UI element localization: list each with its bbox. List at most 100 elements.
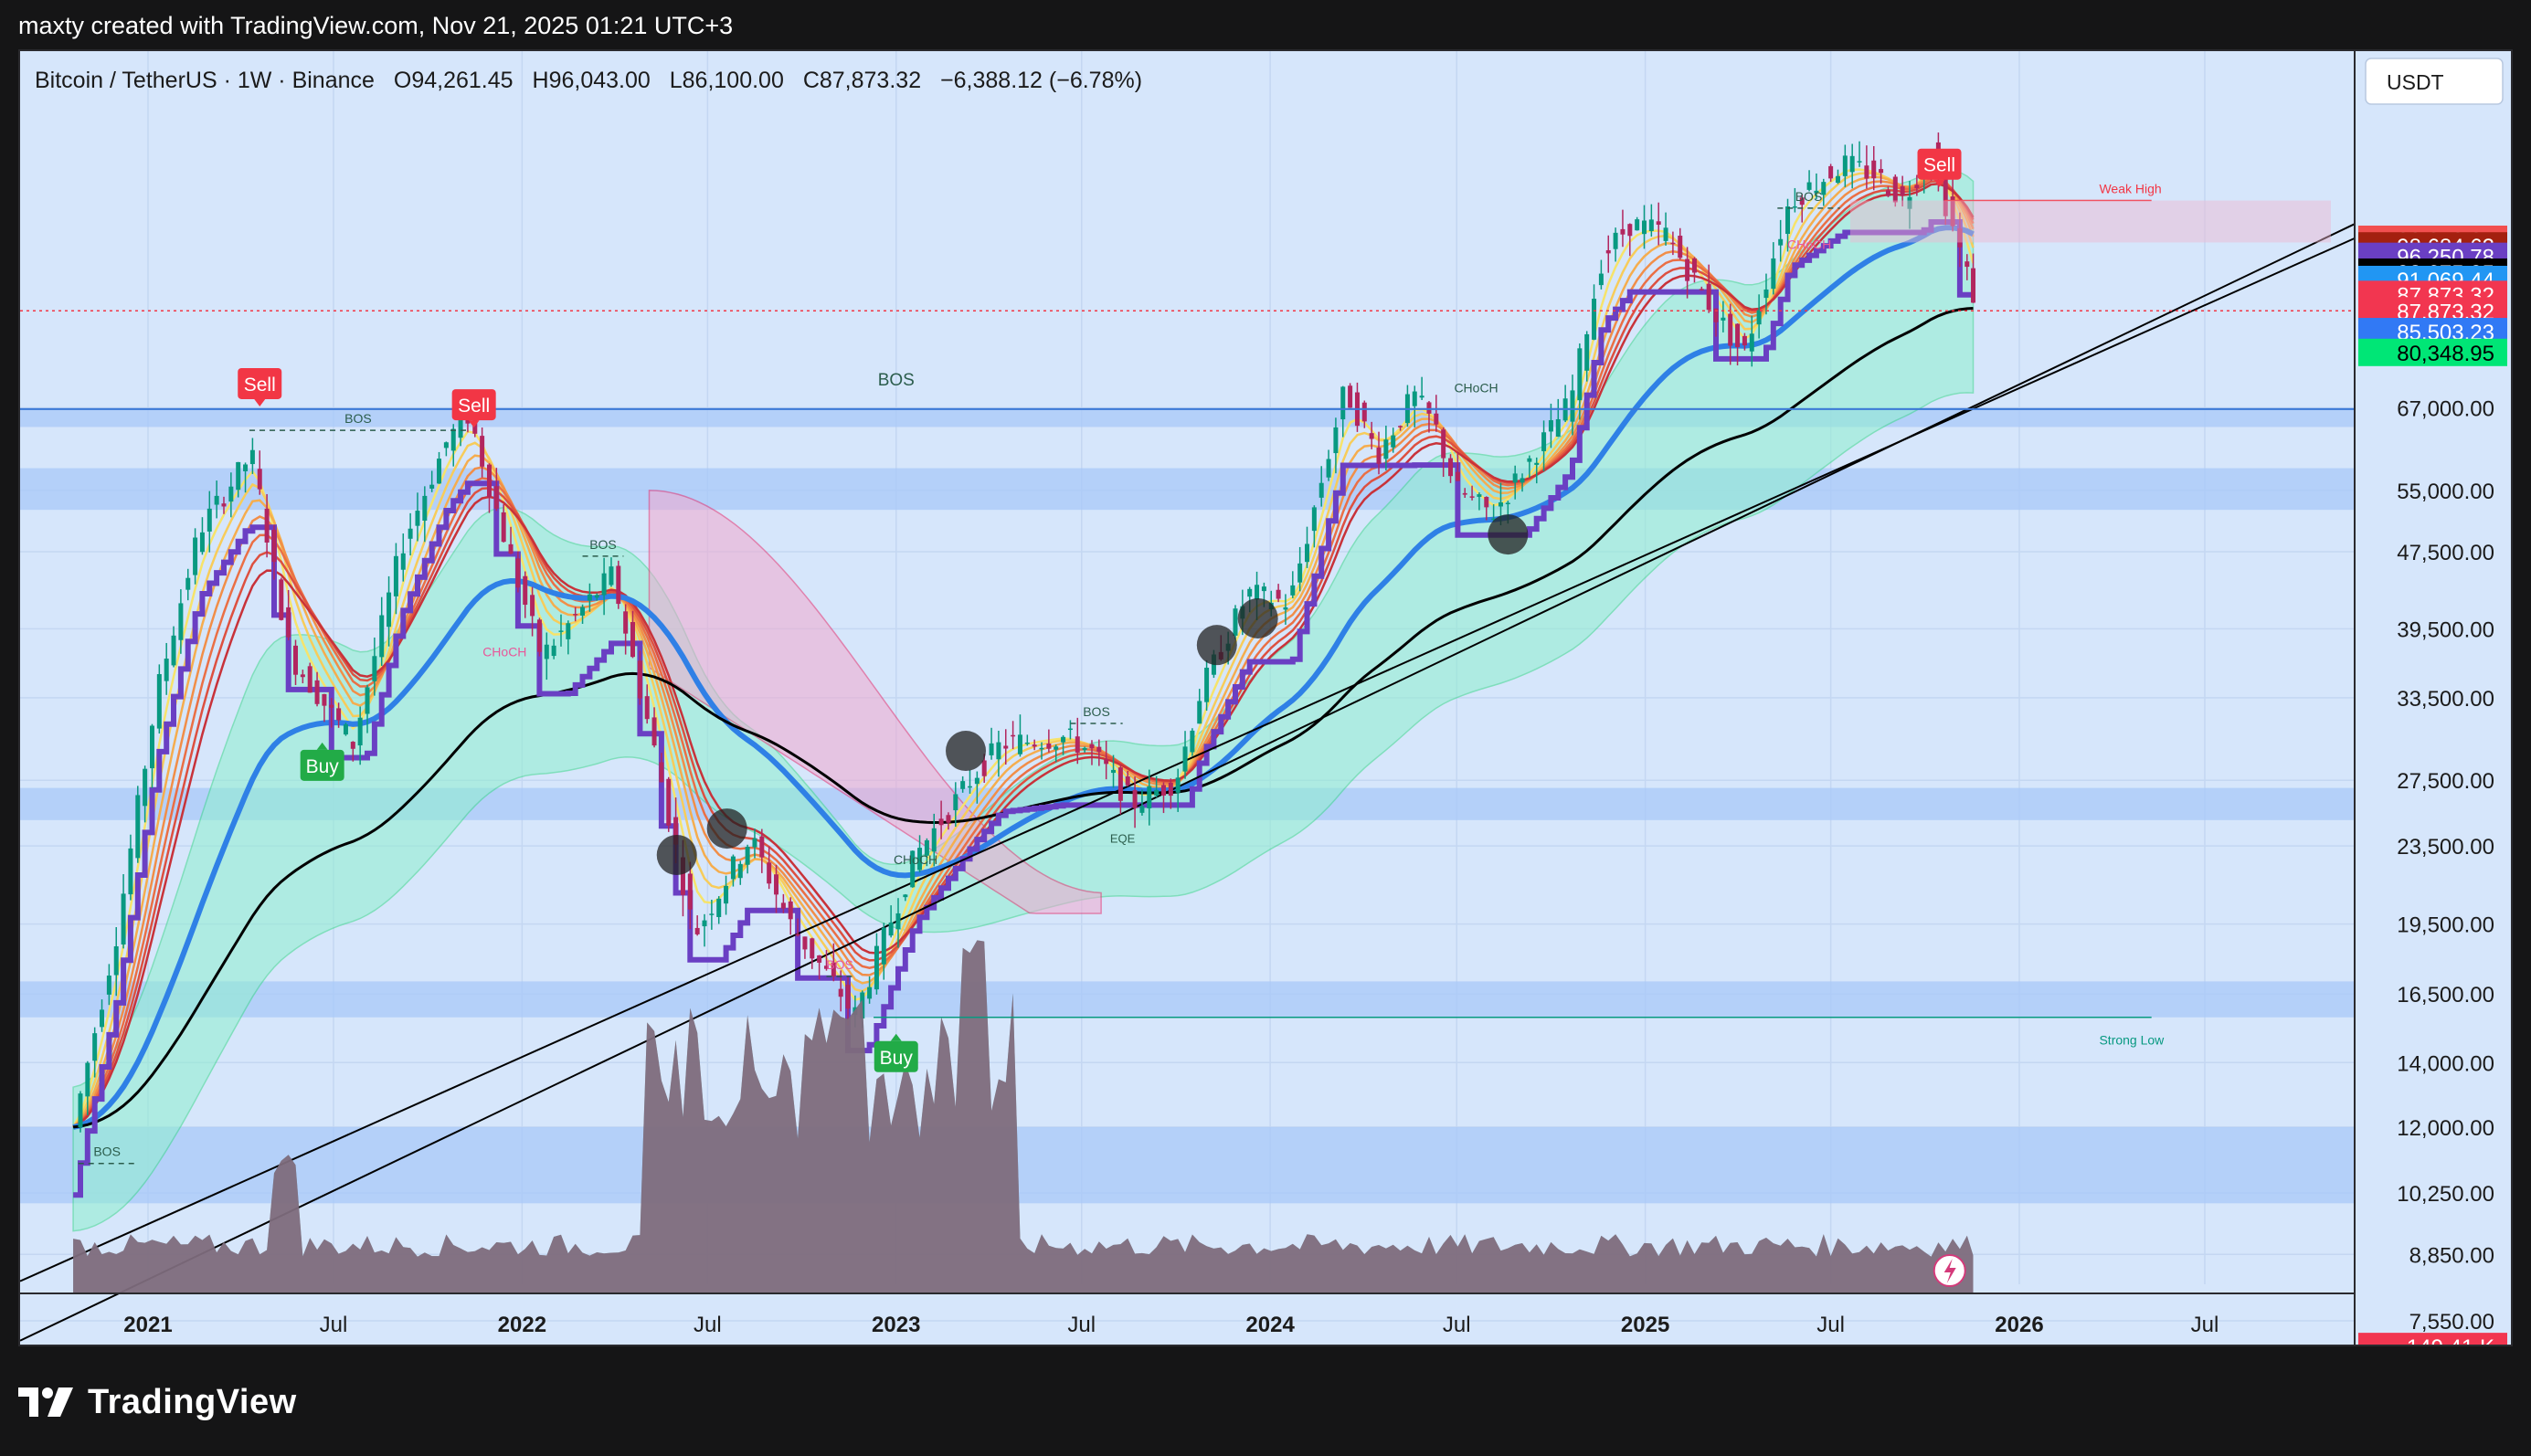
candle-body xyxy=(946,815,951,823)
candle-body xyxy=(1871,160,1877,179)
choch-label: CHoCH xyxy=(1454,381,1498,396)
candle-body xyxy=(271,530,277,563)
chart-frame[interactable]: Weak High Strong Low BOS BOS BOS BOS BOS BOS BOS… xyxy=(18,49,2513,1346)
buy-badge-box xyxy=(300,749,344,781)
candle-body xyxy=(558,630,564,632)
currency-button[interactable] xyxy=(2365,58,2504,105)
candle-body xyxy=(1154,789,1160,796)
candle-body xyxy=(486,464,492,498)
candle-body xyxy=(924,839,929,856)
candle-body xyxy=(1555,418,1561,438)
support-resistance-zone xyxy=(20,468,2355,511)
watermark-text: maxty created with TradingView.com, Nov … xyxy=(18,12,734,39)
candle-body xyxy=(1806,182,1812,190)
candle-body xyxy=(1691,258,1697,273)
candle-body xyxy=(1305,543,1310,563)
candle-body xyxy=(795,934,800,936)
candle-body xyxy=(1255,585,1260,600)
candle-body xyxy=(480,436,485,467)
candle-body xyxy=(221,503,227,507)
candle-body xyxy=(630,621,636,658)
candle-body xyxy=(1584,333,1590,371)
candle-body xyxy=(874,945,879,990)
candle-body xyxy=(193,537,198,575)
candle-body xyxy=(1398,426,1403,427)
candle-body xyxy=(1369,433,1374,439)
time-axis-label: 2022 xyxy=(498,1313,546,1337)
candle-body xyxy=(802,936,808,950)
candle-body xyxy=(1448,458,1454,477)
candle-body xyxy=(1247,588,1253,597)
candle-body xyxy=(1046,744,1052,749)
crossover-circle xyxy=(656,835,697,876)
ribbon-ema-line xyxy=(72,169,1975,1128)
bos-label: BOS xyxy=(93,1145,121,1159)
candles xyxy=(78,132,1976,1133)
candle-body xyxy=(1311,507,1317,532)
candle-body xyxy=(314,680,320,704)
candle-body xyxy=(322,693,327,706)
support-resistance-zone xyxy=(20,1126,2355,1204)
candle-body xyxy=(1721,317,1726,321)
sell-badge-pointer xyxy=(254,398,266,406)
candle-body xyxy=(780,902,786,909)
price-axis-label: 7,550.00 xyxy=(2409,1310,2494,1335)
candle-body xyxy=(1283,607,1288,610)
candle-body xyxy=(1821,182,1827,195)
candle-body xyxy=(106,976,111,995)
bos-label: BOS xyxy=(1083,704,1110,719)
watermark-bar: maxty created with TradingView.com, Nov … xyxy=(0,0,2531,51)
candle-body xyxy=(759,836,765,858)
candle-body xyxy=(1326,459,1331,478)
candle-body xyxy=(1197,701,1202,724)
candle-body xyxy=(960,781,966,789)
candle-body xyxy=(1419,396,1424,398)
candle-body xyxy=(1484,497,1489,508)
choch-label: CHoCH xyxy=(1787,237,1831,251)
candle-body xyxy=(1670,242,1676,245)
candle-body xyxy=(609,566,614,586)
candle-body xyxy=(1139,806,1145,813)
price-badge xyxy=(2358,1333,2507,1345)
candle-body xyxy=(1656,221,1661,225)
candle-body xyxy=(1763,289,1769,299)
candle-body xyxy=(214,495,219,505)
candle-body xyxy=(1950,196,1955,227)
candle-body xyxy=(1814,190,1819,194)
candle-body xyxy=(1505,502,1510,504)
time-axis-label: Jul xyxy=(1443,1313,1471,1337)
sell-badge-pointer xyxy=(468,420,480,428)
candle-body xyxy=(1756,310,1762,325)
candle-body xyxy=(666,778,672,826)
candle-body xyxy=(1498,501,1503,507)
crossover-circle xyxy=(1488,514,1529,555)
candle-body xyxy=(92,1033,98,1061)
sell-badge-box xyxy=(238,367,282,399)
brand-name: TradingView xyxy=(88,1382,297,1421)
candle-body xyxy=(1828,165,1834,179)
candle-body xyxy=(566,623,571,639)
price-axis-label: 47,500.00 xyxy=(2397,541,2494,565)
candle-body xyxy=(249,449,255,465)
candle-body xyxy=(831,962,836,977)
candle-body xyxy=(737,863,743,879)
candle-body xyxy=(1469,496,1475,498)
candle-body xyxy=(293,645,299,675)
candle-body xyxy=(938,818,944,826)
candle-body xyxy=(687,873,693,910)
low-value: 86,100.00 xyxy=(682,68,784,93)
candle-body xyxy=(888,922,894,936)
time-axis-label: 2023 xyxy=(872,1313,920,1337)
buy-badge-label: Buy xyxy=(306,756,340,777)
time-axis-label: 2021 xyxy=(123,1313,172,1337)
price-axis-label: 55,000.00 xyxy=(2397,480,2494,504)
price-chart[interactable]: Weak High Strong Low BOS BOS BOS BOS BOS BOS BOS… xyxy=(20,51,2513,1346)
candle-body xyxy=(1054,746,1059,750)
candle-body xyxy=(1017,734,1022,754)
candle-body xyxy=(236,461,241,491)
candle-body xyxy=(443,442,449,448)
candle-body xyxy=(1075,736,1080,753)
eqe-label: EQE xyxy=(1110,831,1136,845)
candle-body xyxy=(1426,402,1432,414)
candle-body xyxy=(515,558,521,588)
